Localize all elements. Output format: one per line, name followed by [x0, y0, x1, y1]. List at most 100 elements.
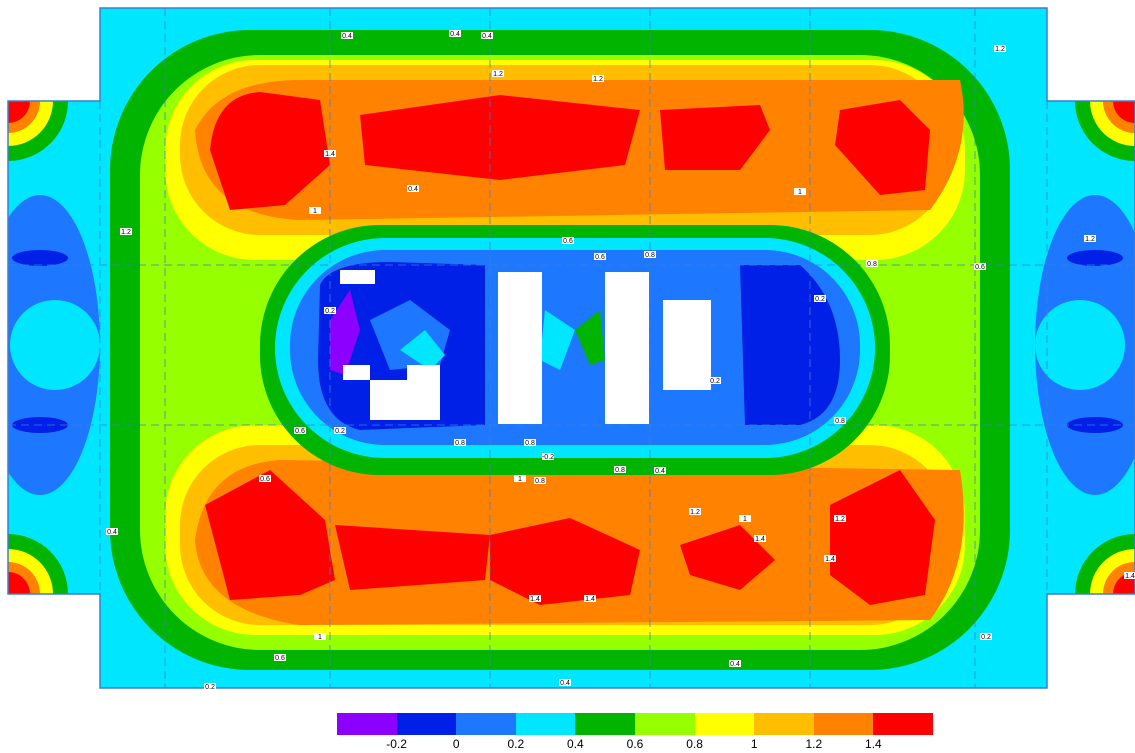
band-darkblue-center-right [740, 265, 840, 425]
opening [343, 365, 440, 420]
svg-text:0.8: 0.8 [535, 478, 545, 485]
legend-swatch [456, 713, 516, 735]
svg-text:0.8: 0.8 [525, 440, 535, 447]
contour-label: 1.4 [529, 595, 541, 603]
contour-plot: 0.4 0.4 0.4 0.6 0.8 0.8 1 1 1 1.2 1.2 1.4 1.4 1.4 1.4 1… [7, 7, 1135, 691]
contour-label: 0.8 [834, 417, 846, 425]
contour-label: 0.2 [709, 377, 721, 385]
contour-label: 0.4 [481, 32, 493, 40]
contour-label: 1 [794, 188, 806, 196]
contour-label: 1.4 [754, 535, 766, 543]
band-red-lower-2 [335, 525, 490, 590]
band-cyan-center-inner [400, 330, 445, 370]
contour-label: -0.2 [542, 453, 554, 461]
contour-label: 1.2 [994, 45, 1006, 53]
contour-label: 1.2 [592, 75, 604, 83]
contour-label: 0.2 [324, 307, 336, 315]
svg-text:0.8: 0.8 [455, 440, 465, 447]
contour-label: 0.8 [454, 439, 466, 447]
contour-label: 0.2 [980, 633, 992, 641]
legend-tick-label: 0.6 [626, 737, 644, 751]
svg-text:1.4: 1.4 [325, 151, 335, 158]
legend-swatch [575, 713, 635, 735]
band-green-center-mid [575, 310, 605, 365]
structural-grid [8, 8, 1135, 688]
contour-label: 0.8 [866, 260, 878, 268]
svg-text:0.6: 0.6 [295, 428, 305, 435]
legend-tick-label: 1 [750, 737, 758, 751]
band-cyan-left [10, 300, 100, 390]
contour-label: 0.8 [614, 466, 626, 474]
contour-label: 0.6 [594, 253, 606, 261]
contour-label: 1.4 [824, 555, 836, 563]
svg-text:0.6: 0.6 [595, 254, 605, 261]
contour-label: 0.2 [204, 683, 216, 691]
band-darkblue-right-a [1067, 250, 1123, 266]
band-red-lower-3 [490, 518, 640, 605]
legend-tick-label: 0.4 [567, 737, 584, 751]
svg-text:1: 1 [743, 516, 747, 523]
svg-text:0.2: 0.2 [205, 684, 215, 691]
svg-text:0.8: 0.8 [867, 261, 877, 268]
contour-label: 0.2 [814, 295, 826, 303]
contour-label: 0.8 [524, 439, 536, 447]
svg-text:0.2: 0.2 [335, 428, 345, 435]
svg-text:0.4: 0.4 [482, 33, 492, 40]
opening [663, 300, 711, 390]
svg-text:0.2: 0.2 [981, 634, 991, 641]
opening [605, 272, 649, 424]
svg-text:0.2: 0.2 [325, 308, 335, 315]
legend-swatch [873, 713, 933, 735]
contour-label: 1 [309, 207, 321, 215]
svg-text:1: 1 [518, 476, 522, 483]
svg-text:1.2: 1.2 [593, 76, 603, 83]
svg-text:-0.2: -0.2 [542, 454, 554, 461]
svg-text:1: 1 [798, 189, 802, 196]
band-red-upper-3 [660, 105, 770, 170]
contour-label: 0.6 [294, 427, 306, 435]
band-darkblue-left-a [12, 250, 68, 266]
contour-label: 1.2 [689, 508, 701, 516]
contour-label: 1 [739, 515, 751, 523]
contour-label: 0.2 [334, 427, 346, 435]
legend-swatch [396, 713, 457, 735]
contour-label: 1.4 [324, 150, 336, 158]
legend-tick-label: -0.2 [386, 737, 407, 751]
contour-label: 0.4 [654, 467, 666, 475]
svg-text:0.8: 0.8 [645, 252, 655, 259]
contour-label: 1.2 [1084, 235, 1096, 243]
contour-label: 0.4 [341, 32, 353, 40]
svg-text:1.2: 1.2 [995, 46, 1005, 53]
band-red-lower-4 [680, 525, 775, 590]
legend-tick-label: 0.2 [507, 737, 525, 751]
contour-label: 0.4 [449, 30, 461, 38]
contour-label: 0.6 [562, 237, 574, 245]
band-red-upper-4 [835, 100, 930, 195]
contour-label: 0.6 [259, 475, 271, 483]
color-legend [337, 713, 933, 735]
opening [340, 270, 375, 284]
svg-text:0.4: 0.4 [408, 186, 418, 193]
legend-tick-label: 1.2 [805, 737, 823, 751]
contour-label: 0.6 [974, 263, 986, 271]
contour-label: 1.4 [584, 595, 596, 603]
svg-text:0.8: 0.8 [835, 418, 845, 425]
svg-text:0.4: 0.4 [107, 529, 117, 536]
contour-label: 0.4 [407, 185, 419, 193]
legend-swatch [337, 713, 397, 735]
svg-text:0.6: 0.6 [260, 476, 270, 483]
svg-text:0.8: 0.8 [615, 467, 625, 474]
legend-tick-label: 0.8 [686, 737, 703, 751]
contour-label: 0.4 [559, 679, 571, 687]
contour-label: 0.4 [106, 528, 118, 536]
contour-label: 1.4 [1124, 572, 1135, 580]
contour-label: 1 [514, 475, 526, 483]
svg-text:1.4: 1.4 [755, 536, 765, 543]
svg-text:1.2: 1.2 [121, 229, 131, 236]
svg-text:1: 1 [313, 208, 317, 215]
svg-text:1.2: 1.2 [835, 516, 845, 523]
svg-text:1.4: 1.4 [825, 556, 835, 563]
legend-tick-label: 0 [452, 737, 460, 751]
svg-text:0.2: 0.2 [815, 296, 825, 303]
band-cyan-right [1035, 300, 1125, 390]
